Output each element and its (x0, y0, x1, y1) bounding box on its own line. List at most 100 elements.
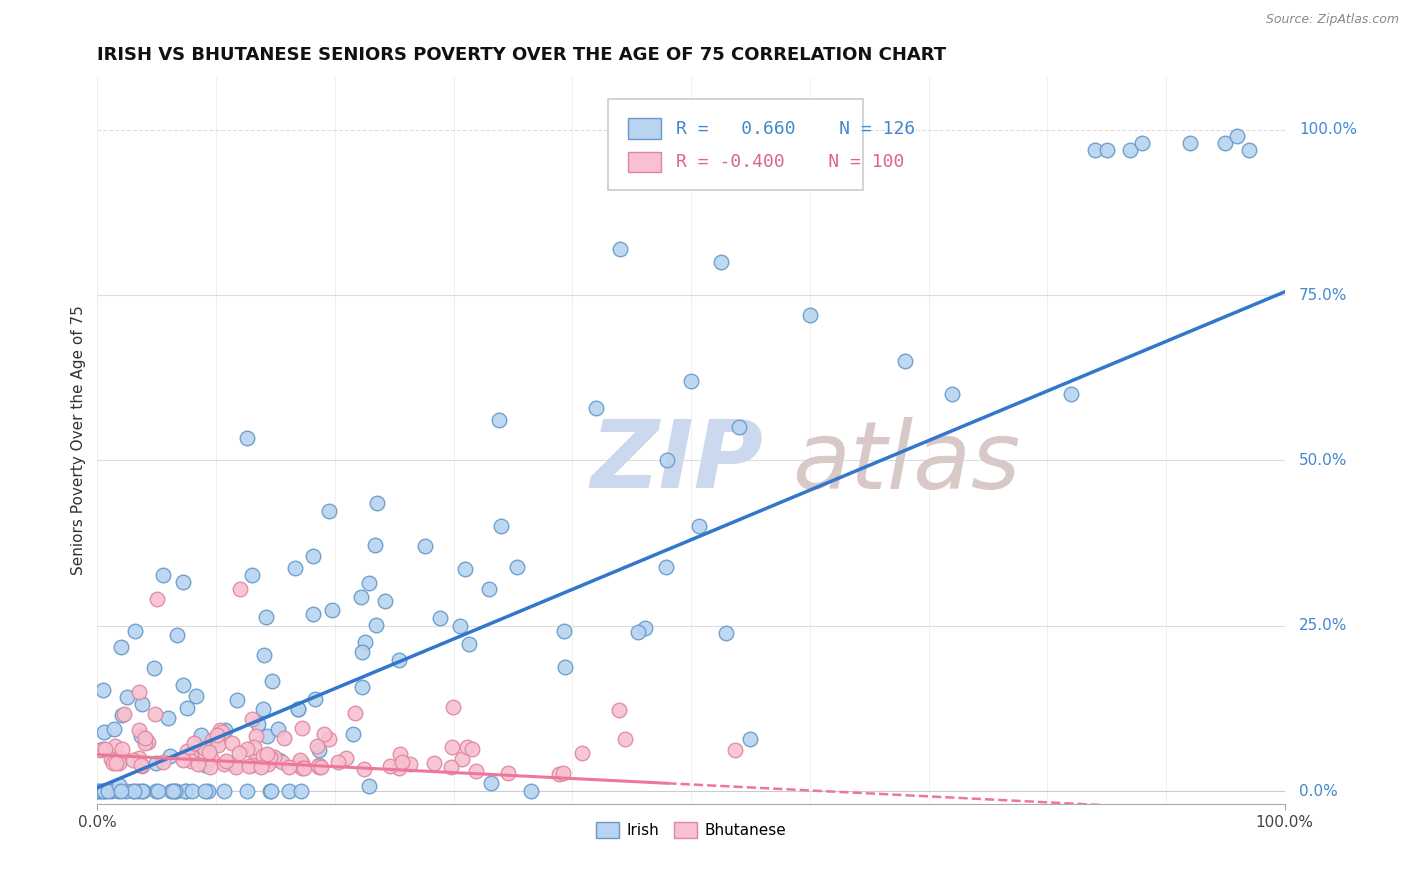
Point (129, 758, 152, 772)
Point (292, 761, 315, 775)
Point (214, 723, 236, 738)
Point (290, 753, 312, 767)
Point (146, 784, 169, 798)
Point (1226, 129, 1249, 144)
Point (152, 567, 174, 582)
Point (489, 519, 512, 533)
Point (714, 626, 737, 640)
Point (160, 784, 183, 798)
Point (124, 624, 146, 638)
Text: 0.0%: 0.0% (1299, 783, 1337, 798)
Point (93, 784, 115, 798)
Point (688, 519, 710, 533)
Point (374, 594, 396, 608)
Point (681, 374, 703, 388)
Point (214, 754, 236, 768)
Point (1060, 387, 1083, 401)
Point (198, 760, 221, 774)
Point (103, 756, 125, 770)
Point (301, 607, 323, 621)
Point (318, 731, 340, 746)
Point (122, 784, 145, 798)
Point (93, 784, 115, 798)
Point (110, 784, 132, 798)
Point (607, 703, 630, 717)
Point (506, 560, 529, 574)
Point (710, 255, 733, 269)
Point (124, 784, 146, 798)
Point (308, 760, 330, 774)
Point (91, 682, 114, 697)
Point (194, 784, 217, 798)
Point (627, 624, 650, 639)
Point (357, 576, 380, 591)
Point (91, 784, 114, 798)
Point (273, 731, 295, 745)
Point (128, 723, 150, 737)
Point (1178, 136, 1201, 150)
Point (143, 707, 166, 722)
Point (350, 681, 373, 695)
Point (655, 559, 678, 574)
Point (236, 431, 259, 445)
Point (481, 775, 503, 789)
Point (100, 752, 122, 766)
Point (350, 591, 373, 605)
Point (350, 645, 373, 659)
Point (252, 749, 274, 764)
Point (391, 755, 413, 769)
Point (304, 691, 326, 706)
Point (240, 758, 263, 772)
Point (240, 568, 263, 582)
Point (342, 727, 364, 741)
Point (197, 784, 219, 798)
Point (321, 603, 343, 617)
Point (187, 757, 209, 772)
Point (440, 760, 463, 774)
Point (131, 784, 153, 798)
Point (478, 582, 501, 596)
Point (312, 726, 335, 740)
Text: R =   0.660    N = 126: R = 0.660 N = 126 (676, 120, 915, 137)
Point (291, 721, 314, 735)
Point (413, 539, 436, 553)
Point (305, 739, 328, 754)
Point (398, 756, 420, 771)
Point (156, 710, 179, 724)
Point (259, 784, 281, 798)
Point (287, 702, 309, 716)
Text: 25.0%: 25.0% (1299, 618, 1347, 633)
Point (131, 784, 153, 798)
Point (103, 722, 125, 736)
Point (190, 728, 212, 742)
Point (423, 756, 446, 770)
Point (291, 761, 314, 775)
Point (634, 621, 657, 635)
Point (799, 308, 821, 322)
Point (307, 759, 329, 773)
Point (201, 733, 224, 747)
Point (609, 242, 631, 256)
Point (183, 735, 205, 749)
Point (461, 742, 484, 756)
Point (553, 765, 575, 780)
Point (236, 742, 259, 756)
Point (326, 755, 349, 769)
Point (134, 736, 156, 750)
Point (262, 673, 284, 688)
Point (108, 778, 131, 792)
Point (145, 756, 167, 770)
Point (228, 746, 250, 760)
Point (318, 504, 340, 518)
Point (128, 685, 150, 699)
Point (115, 784, 138, 798)
Point (247, 717, 270, 731)
Point (252, 702, 274, 716)
Point (366, 496, 388, 510)
Text: 100.0%: 100.0% (1299, 122, 1357, 137)
Point (388, 747, 411, 761)
Point (1237, 143, 1260, 157)
Point (249, 760, 271, 774)
Point (165, 784, 187, 798)
Text: 50.0%: 50.0% (1299, 453, 1347, 468)
